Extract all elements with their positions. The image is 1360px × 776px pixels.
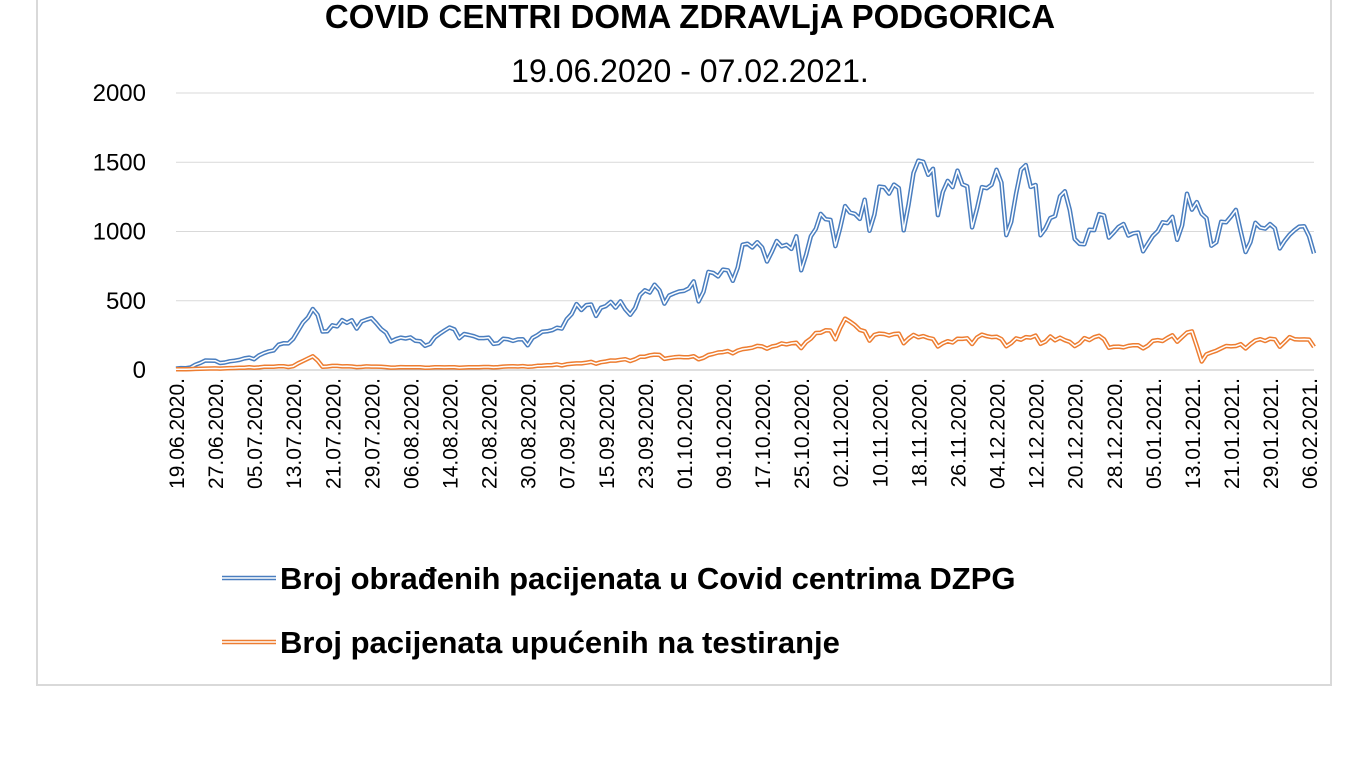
x-tick-label: 26.11.2020. [947,378,970,487]
series-line-inner-2 [175,317,1315,371]
series-line-outer-1 [175,158,1317,371]
x-tick-label: 13.07.2020. [283,378,306,489]
legend-label-2: Broj pacijenata upućenih na testiranje [280,625,840,660]
y-axis-ticks: 0 500 1000 1500 2000 [93,80,146,384]
y-tick-label: 1500 [93,149,146,176]
y-tick-label: 0 [133,357,146,384]
x-tick-label: 05.07.2020. [244,378,267,489]
x-axis-ticks: 19.06.2020. 27.06.2020. 05.07.2020. 13.07.2… [166,378,1322,489]
y-tick-label: 500 [106,288,146,315]
x-tick-label: 07.09.2020. [557,378,580,489]
chart-subtitle: 19.06.2020 - 07.02.2021. [511,53,869,89]
x-tick-label: 01.10.2020. [674,378,697,489]
x-tick-label: 21.01.2021. [1221,378,1244,489]
x-tick-label: 04.12.2020. [987,378,1010,489]
x-tick-label: 20.12.2020. [1065,378,1088,489]
x-tick-label: 23.09.2020. [635,378,658,489]
chart-title: COVID CENTRI DOMA ZDRAVLjA PODGORICA [325,0,1055,35]
x-tick-label: 21.07.2020. [322,378,345,489]
x-tick-label: 29.01.2021. [1260,378,1283,489]
series-line-outer-2 [175,316,1316,372]
x-tick-label: 29.07.2020. [361,378,384,489]
legend-label-1: Broj obrađenih pacijenata u Covid centri… [280,561,1016,596]
x-tick-label: 22.08.2020. [479,378,502,489]
x-tick-label: 02.11.2020. [830,378,853,487]
x-tick-label: 06.08.2020. [400,378,423,489]
x-tick-label: 30.08.2020. [518,378,541,489]
grid-layer [176,92,1314,371]
x-tick-label: 25.10.2020. [791,378,814,489]
x-tick-label: 13.01.2021. [1182,378,1205,489]
x-tick-label: 28.12.2020. [1104,378,1127,489]
x-tick-label: 19.06.2020. [166,378,189,489]
x-tick-label: 17.10.2020. [752,378,775,489]
series-line-inner-1 [175,159,1315,370]
x-tick-label: 15.09.2020. [596,378,619,489]
y-tick-label: 2000 [93,80,146,107]
y-tick-label: 1000 [93,219,146,246]
legend: Broj obrađenih pacijenata u Covid centri… [222,561,1016,660]
x-tick-label: 10.11.2020. [869,378,892,487]
x-tick-label: 27.06.2020. [205,378,228,489]
x-tick-label: 06.02.2021. [1299,378,1322,489]
x-tick-label: 18.11.2020. [908,378,931,487]
x-tick-label: 12.12.2020. [1026,378,1049,489]
chart-frame [36,0,1332,686]
series-layer [175,158,1317,372]
x-tick-label: 09.10.2020. [713,378,736,489]
x-tick-label: 05.01.2021. [1143,378,1166,489]
x-tick-label: 14.08.2020. [440,378,463,489]
